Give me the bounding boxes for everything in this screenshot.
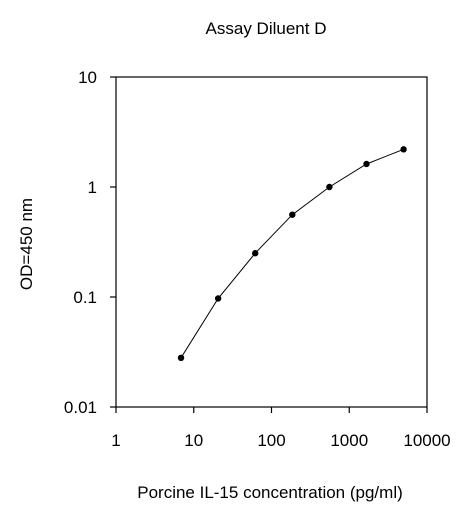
y-tick-label: 0.01 [64, 398, 97, 417]
y-axis-ticks: 0.01 0.1 1 10 [64, 68, 116, 417]
data-point [177, 354, 185, 362]
data-point [214, 295, 222, 302]
x-tick-label: 1 [111, 431, 120, 450]
x-tick-label: 1000 [330, 431, 368, 450]
plot-frame [115, 76, 428, 408]
series-line [180, 148, 404, 359]
x-axis-ticks: 1 10 100 1000 10000 [111, 407, 451, 450]
x-tick-label: 10 [184, 431, 203, 450]
y-tick-label: 1 [88, 178, 97, 197]
y-tick-label: 0.1 [73, 288, 97, 307]
data-point [363, 160, 370, 168]
chart-title: Assay Diluent D [206, 19, 327, 38]
series-layer [177, 146, 407, 362]
data-point [252, 250, 259, 257]
data-point [289, 211, 296, 218]
y-tick-label: 10 [78, 68, 97, 87]
x-tick-label: 100 [257, 431, 285, 450]
data-point [400, 146, 407, 153]
x-axis-label: Porcine IL-15 concentration (pg/ml) [137, 483, 403, 502]
data-point [326, 183, 333, 191]
x-tick-label: 10000 [403, 431, 450, 450]
y-axis-label: OD=450 nm [17, 198, 36, 290]
